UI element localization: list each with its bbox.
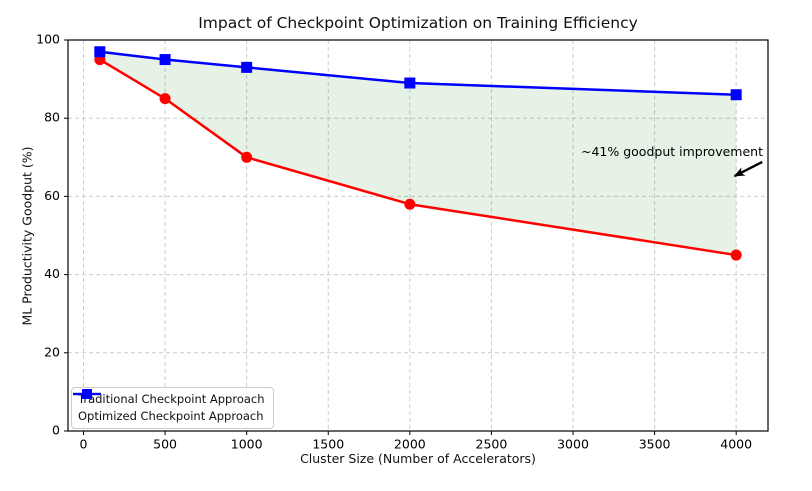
optimized-marker — [730, 89, 742, 101]
chart-title: Impact of Checkpoint Optimization on Tra… — [198, 14, 638, 32]
optimized-marker — [94, 46, 106, 58]
optimized-marker — [159, 54, 171, 66]
annotation-arrow-icon — [733, 160, 763, 178]
y-axis-label: ML Productivity Goodput (%) — [19, 146, 35, 326]
x-tick-label: 2500 — [476, 437, 508, 452]
fill-area — [99, 51, 737, 256]
optimized-marker — [241, 61, 253, 73]
traditional-marker — [404, 198, 416, 210]
x-tick-label: 1000 — [231, 437, 263, 452]
y-tick-label: 0 — [52, 423, 60, 438]
y-tick-label: 80 — [44, 110, 60, 125]
annotation-text: ~41% goodput improvement — [580, 144, 763, 159]
x-tick-label: 0 — [80, 437, 88, 452]
y-tick-label: 40 — [44, 266, 60, 281]
x-axis-label: Cluster Size (Number of Accelerators) — [300, 451, 536, 466]
y-tick-label: 100 — [36, 32, 60, 47]
optimized-marker — [404, 77, 416, 89]
traditional-marker — [159, 93, 171, 105]
x-tick-label: 4000 — [720, 437, 752, 452]
traditional-marker — [730, 249, 742, 261]
legend: Traditional Checkpoint Approach Optimize… — [71, 387, 274, 429]
y-tick-label: 60 — [44, 188, 60, 203]
x-tick-label: 2000 — [394, 437, 426, 452]
x-tick-label: 3000 — [557, 437, 589, 452]
legend-label-traditional: Traditional Checkpoint Approach — [78, 392, 265, 406]
legend-item-traditional: Traditional Checkpoint Approach — [73, 389, 265, 407]
legend-label-optimized: Optimized Checkpoint Approach — [78, 409, 264, 423]
legend-marker-square-icon — [73, 389, 101, 399]
x-tick-label: 3500 — [639, 437, 671, 452]
x-tick-label: 500 — [153, 437, 177, 452]
traditional-marker — [241, 151, 253, 163]
legend-item-optimized: Optimized Checkpoint Approach — [73, 389, 265, 424]
x-tick-label: 1500 — [312, 437, 344, 452]
axes-spines — [67, 39, 769, 432]
y-tick-label: 20 — [44, 344, 60, 359]
